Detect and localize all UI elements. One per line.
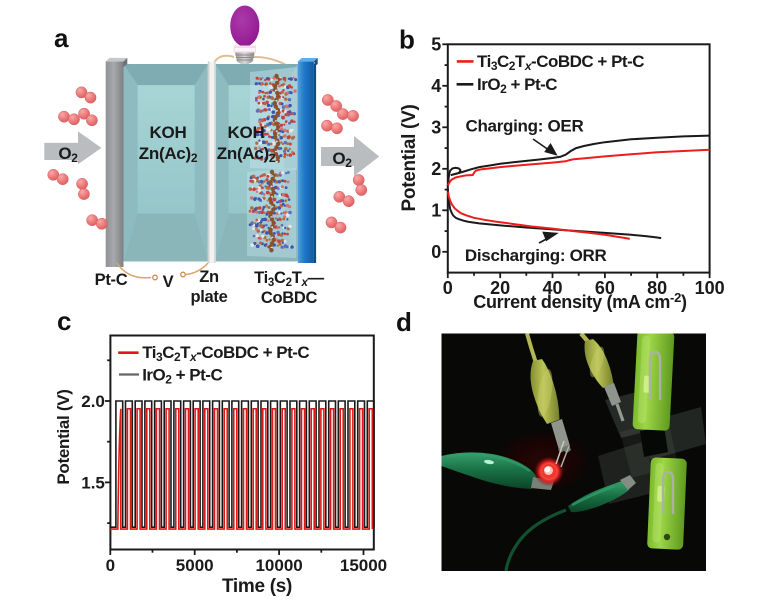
- svg-text:0: 0: [106, 556, 115, 575]
- svg-text:c: c: [57, 306, 71, 336]
- svg-text:KOH: KOH: [150, 123, 187, 142]
- svg-text:Zn(Ac)2: Zn(Ac)2: [217, 144, 276, 165]
- svg-text:0: 0: [443, 278, 453, 298]
- svg-text:Time (s): Time (s): [222, 576, 292, 597]
- svg-text:d: d: [396, 307, 412, 337]
- svg-text:5000: 5000: [176, 556, 214, 575]
- svg-text:V: V: [163, 273, 174, 291]
- svg-text:Ti3C2Tx—: Ti3C2Tx—: [254, 269, 325, 289]
- svg-text:80: 80: [647, 278, 667, 298]
- svg-text:IrO2 + Pt-C: IrO2 + Pt-C: [142, 366, 222, 387]
- svg-text:1: 1: [431, 201, 441, 221]
- svg-text:0: 0: [431, 242, 441, 262]
- svg-text:3: 3: [431, 118, 441, 138]
- svg-text:b: b: [399, 25, 415, 55]
- svg-text:2.0: 2.0: [81, 392, 105, 411]
- svg-text:2: 2: [431, 159, 441, 179]
- svg-text:5: 5: [431, 35, 441, 55]
- svg-text:100: 100: [695, 278, 725, 298]
- svg-text:Charging: OER: Charging: OER: [466, 117, 584, 136]
- svg-text:CoBDC: CoBDC: [261, 289, 318, 307]
- svg-text:Potential (V): Potential (V): [399, 105, 420, 212]
- svg-text:15000: 15000: [340, 556, 387, 575]
- svg-text:40: 40: [542, 278, 562, 298]
- svg-text:Ti3C2Tx-CoBDC + Pt-C: Ti3C2Tx-CoBDC + Pt-C: [142, 343, 309, 364]
- svg-text:Pt-C: Pt-C: [95, 271, 128, 289]
- svg-text:plate: plate: [190, 288, 227, 306]
- svg-text:10000: 10000: [255, 556, 302, 575]
- svg-text:Ti3C2Tx-CoBDC + Pt-C: Ti3C2Tx-CoBDC + Pt-C: [477, 52, 644, 73]
- svg-text:Discharging: ORR: Discharging: ORR: [465, 246, 607, 265]
- svg-text:IrO2 + Pt-C: IrO2 + Pt-C: [477, 75, 557, 96]
- svg-text:Zn: Zn: [199, 268, 219, 286]
- svg-text:a: a: [54, 23, 69, 53]
- svg-text:1.5: 1.5: [81, 473, 105, 492]
- svg-text:Zn(Ac)2: Zn(Ac)2: [139, 144, 198, 165]
- svg-text:KOH: KOH: [228, 123, 265, 142]
- svg-text:Current density (mA cm-2): Current density (mA cm-2): [473, 290, 687, 312]
- svg-text:60: 60: [595, 278, 615, 298]
- svg-text:20: 20: [490, 278, 510, 298]
- svg-text:Potential (V): Potential (V): [54, 389, 73, 484]
- svg-text:4: 4: [431, 76, 441, 96]
